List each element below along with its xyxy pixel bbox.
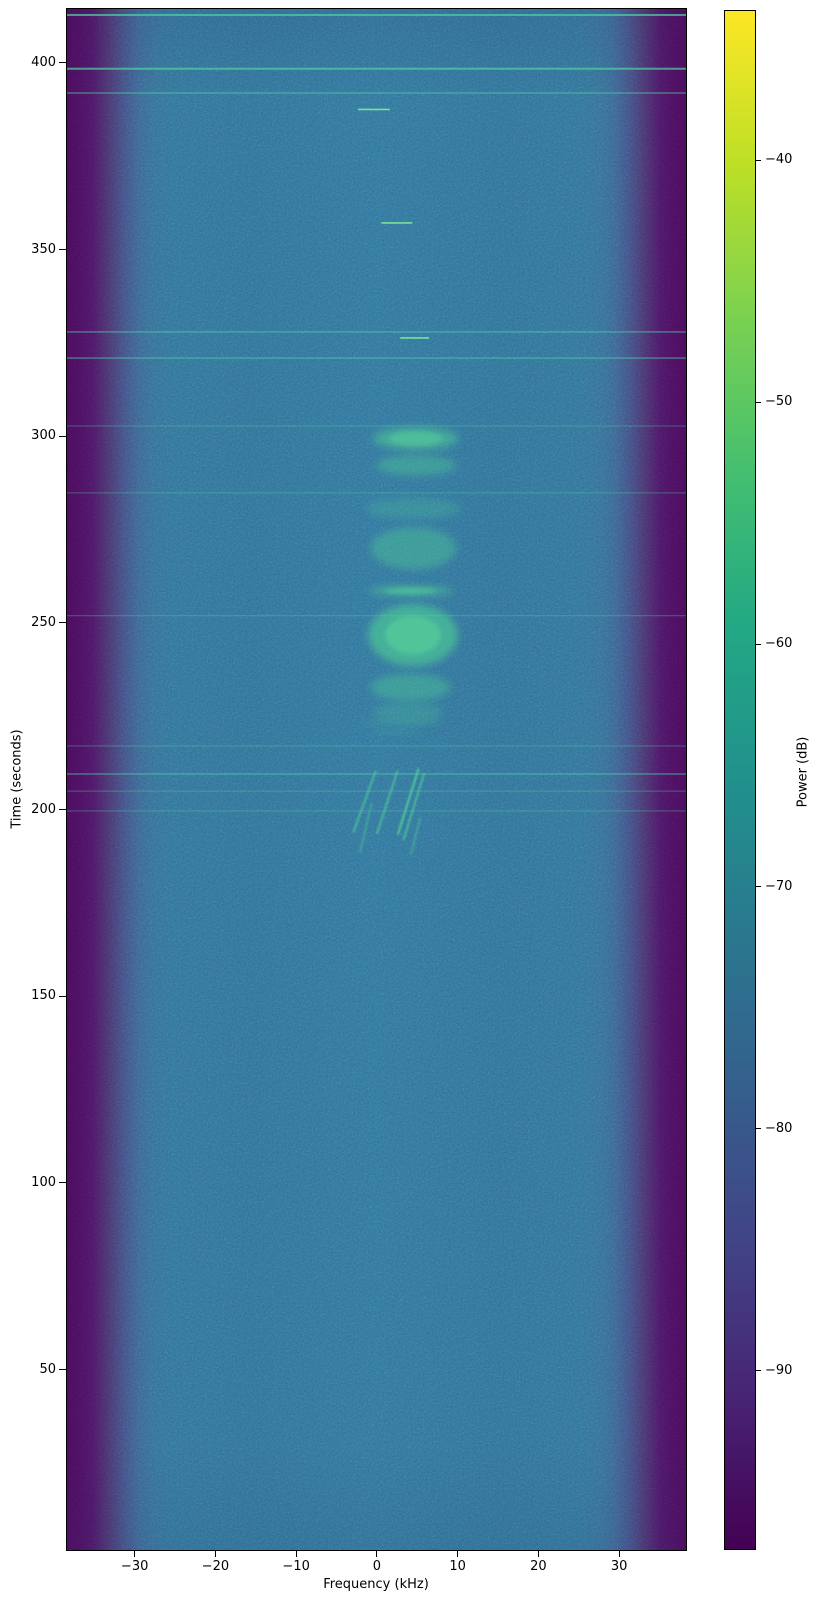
- y-tick-mark: [59, 622, 66, 624]
- signal-blob-core: [384, 587, 438, 594]
- y-tick-label: 350: [31, 241, 56, 257]
- x-tick-label: −10: [282, 1559, 310, 1574]
- rfi-line: [67, 331, 686, 333]
- x-tick-mark: [537, 1551, 539, 1557]
- signal-features: [67, 13, 686, 856]
- signal-blob: [370, 527, 457, 570]
- chirp-stroke: [352, 770, 377, 833]
- chirp-stroke: [409, 817, 422, 856]
- y-tick-mark: [59, 435, 66, 437]
- y-tick-mark: [59, 809, 66, 811]
- signal-blob: [373, 702, 443, 723]
- spectrogram-plot-area: [66, 8, 687, 1551]
- colorbar-tick-label: −60: [765, 636, 793, 652]
- rfi-line: [67, 92, 686, 94]
- signal-blob: [370, 673, 451, 701]
- colorbar-tick-mark: [756, 1370, 761, 1372]
- y-tick-label: 150: [31, 988, 56, 1004]
- y-tick-mark: [59, 249, 66, 251]
- x-tick-label: −20: [201, 1559, 230, 1574]
- signal-blob: [362, 720, 443, 726]
- colorbar-tick-mark: [756, 1128, 761, 1130]
- x-tick-mark: [214, 1551, 216, 1557]
- colorbar: [724, 10, 756, 1550]
- x-tick-mark: [618, 1551, 620, 1557]
- y-tick-mark: [59, 995, 66, 997]
- rfi-line: [67, 13, 686, 16]
- rfi-line: [67, 425, 686, 427]
- y-tick-label: 200: [31, 801, 56, 817]
- x-tick-label: 10: [449, 1559, 466, 1574]
- colorbar-label: Power (dB): [795, 736, 811, 808]
- y-tick-mark: [59, 1182, 66, 1184]
- rfi-line: [67, 67, 686, 70]
- colorbar-tick-label: −80: [765, 1120, 793, 1136]
- y-tick-mark: [59, 1369, 66, 1371]
- y-tick-label: 100: [31, 1174, 56, 1190]
- colorbar-tick-label: −90: [765, 1362, 793, 1378]
- y-tick-label: 50: [39, 1361, 56, 1377]
- chirp-stroke: [358, 802, 373, 854]
- x-tick-label: 0: [372, 1559, 382, 1574]
- x-tick-label: −30: [120, 1559, 149, 1574]
- x-axis-label: Frequency (kHz): [323, 1577, 429, 1592]
- y-tick-label: 400: [31, 54, 56, 70]
- signal-blob-core: [389, 431, 443, 446]
- x-tick-label: 30: [610, 1559, 628, 1574]
- chirp-stroke: [396, 768, 420, 836]
- chirp-stroke: [402, 772, 426, 841]
- colorbar-tick-mark: [756, 159, 761, 161]
- signal-blob-core: [385, 615, 441, 655]
- rfi-line: [67, 357, 686, 359]
- x-tick-mark: [295, 1551, 297, 1557]
- rfi-line: [67, 492, 686, 494]
- colorbar-tick-label: −70: [765, 878, 793, 894]
- y-tick-mark: [59, 62, 66, 64]
- rfi-line: [67, 745, 686, 747]
- colorbar-tick-mark: [756, 886, 761, 888]
- x-tick-mark: [457, 1551, 459, 1557]
- signal-blob: [365, 498, 462, 519]
- signal-blob: [376, 455, 457, 476]
- colorbar-tick-label: −40: [765, 152, 793, 168]
- signal-blob: [369, 729, 421, 735]
- x-tick-mark: [376, 1551, 378, 1557]
- y-axis-label: Time (seconds): [9, 729, 25, 829]
- rfi-line: [67, 790, 686, 792]
- rfi-line: [67, 615, 686, 617]
- chirp-stroke: [375, 770, 399, 835]
- y-tick-label: 250: [31, 614, 56, 630]
- rfi-line: [67, 773, 686, 775]
- colorbar-tick-label: −50: [765, 394, 793, 410]
- x-tick-mark: [134, 1551, 136, 1557]
- y-tick-label: 300: [31, 428, 56, 444]
- x-tick-label: 20: [530, 1559, 547, 1574]
- colorbar-tick-mark: [756, 401, 761, 403]
- colorbar-tick-mark: [756, 643, 761, 645]
- rfi-line: [67, 810, 686, 812]
- noise-texture-fine: [67, 9, 686, 1550]
- spectrogram-image: [67, 9, 686, 1550]
